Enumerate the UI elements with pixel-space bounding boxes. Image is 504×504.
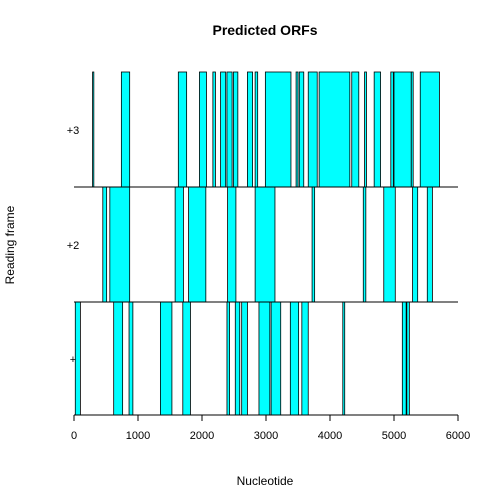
frame-label: +2 (67, 240, 80, 252)
orf-bar (199, 71, 207, 188)
orf-bar (264, 71, 292, 188)
orf-bar (174, 186, 184, 303)
x-axis-label: Nucleotide (237, 474, 294, 488)
orf-bar (401, 301, 407, 416)
x-tick-label: 5000 (382, 430, 406, 442)
orf-bar (393, 71, 412, 188)
frame-labels: +3 +2 + (67, 125, 80, 366)
orf-bar (212, 71, 216, 188)
orf-bar (109, 186, 131, 303)
x-tick-label: 6000 (446, 430, 470, 442)
orf-bar (254, 71, 259, 188)
orf-bar (270, 301, 282, 416)
orf-bar (419, 71, 440, 188)
orf-bar (362, 186, 367, 303)
orf-bar (159, 301, 173, 416)
orf-bar (412, 186, 419, 303)
orf-bar (188, 186, 207, 303)
orf-bar (247, 71, 253, 188)
x-tick-label: 3000 (254, 430, 278, 442)
orf-bar (177, 71, 188, 188)
orf-bar (311, 186, 316, 303)
orf-bar (373, 71, 381, 188)
x-tick-label: 0 (71, 430, 77, 442)
orf-bar (258, 301, 271, 416)
orf-bar (301, 301, 309, 416)
orf-bar (390, 71, 394, 188)
orf-bar (113, 301, 124, 416)
orf-bar (318, 71, 351, 188)
orf-bar (226, 71, 233, 188)
y-axis-label: Reading frame (3, 205, 17, 284)
orf-bar (410, 71, 414, 188)
x-tick-label: 2000 (190, 430, 214, 442)
orf-bar (307, 71, 318, 188)
orf-bar (234, 301, 241, 416)
orf-bar (364, 71, 367, 188)
orf-bar (351, 71, 360, 188)
orf-bar (102, 186, 108, 303)
frame-label: +3 (67, 125, 80, 137)
orf-bar (289, 301, 300, 416)
chart-title: Predicted ORFs (212, 22, 317, 38)
orf-bar (92, 71, 95, 188)
orf-bar (406, 301, 410, 416)
orf-bar (241, 301, 248, 416)
orf-bar (226, 301, 230, 416)
orf-bar (182, 301, 191, 416)
orf-bar (227, 186, 237, 303)
orf-bar (383, 186, 396, 303)
orf-bar (120, 71, 131, 188)
orf-bar (295, 71, 299, 188)
orf-bar (220, 71, 227, 188)
frame-label: + (70, 354, 76, 366)
orf-bar (128, 301, 134, 416)
orf-bar (342, 301, 346, 416)
orf-bar (298, 71, 305, 188)
x-axis: 0 1000 2000 3000 4000 5000 6000 (71, 414, 470, 442)
orf-bar (426, 186, 433, 303)
orf-bar (254, 186, 276, 303)
x-tick-label: 4000 (318, 430, 342, 442)
orf-bars (74, 71, 440, 416)
orf-bar (232, 71, 239, 188)
x-tick-label: 1000 (126, 430, 150, 442)
